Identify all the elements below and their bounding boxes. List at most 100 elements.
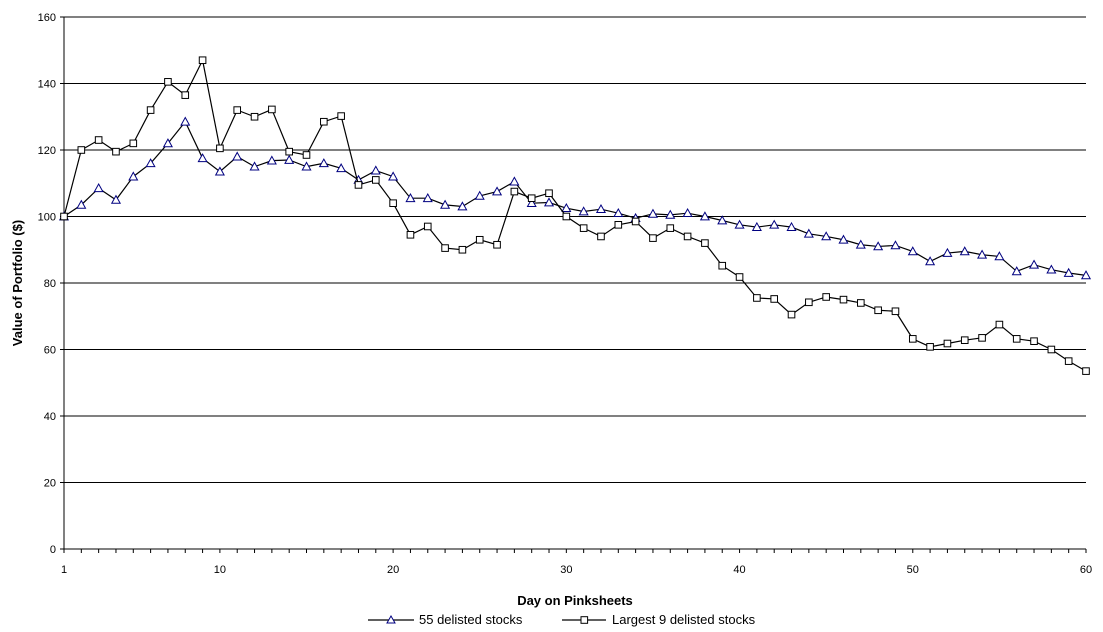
tick-labels: 0 20 40 60 80 100 120 140 160 1 10 20 30 40 50 60 bbox=[38, 12, 1092, 576]
data-point-square bbox=[423, 222, 432, 231]
data-point-triangle bbox=[821, 231, 832, 241]
data-point-triangle bbox=[665, 209, 676, 219]
data-point-triangle bbox=[405, 192, 416, 203]
data-point-square bbox=[631, 217, 640, 226]
legend-marker-square bbox=[580, 616, 589, 624]
data-point-square bbox=[527, 194, 536, 203]
data-point-square bbox=[579, 224, 588, 232]
data-point-square bbox=[77, 146, 86, 154]
data-point-triangle bbox=[180, 116, 191, 126]
data-point-square bbox=[1047, 345, 1056, 354]
data-point-triangle bbox=[769, 219, 780, 229]
data-point-triangle bbox=[457, 201, 468, 211]
data-point-square bbox=[510, 187, 519, 196]
data-point-triangle bbox=[682, 207, 693, 218]
data-point-triangle bbox=[838, 234, 849, 244]
y-tick-label: 140 bbox=[38, 79, 56, 91]
y-tick-label: 20 bbox=[44, 478, 56, 490]
data-point-triangle bbox=[249, 161, 260, 171]
data-point-square bbox=[1082, 367, 1090, 375]
data-point-square bbox=[960, 336, 969, 344]
data-point-square bbox=[1064, 357, 1073, 365]
data-point-triangle bbox=[890, 240, 901, 250]
data-point-square bbox=[285, 147, 293, 156]
data-point-square bbox=[926, 343, 934, 351]
data-point-square bbox=[337, 112, 345, 120]
legend-label-series-1: 55 delisted stocks bbox=[419, 612, 523, 627]
legend-marker-triangle bbox=[386, 614, 396, 624]
data-point-triangle bbox=[284, 154, 295, 164]
data-point-triangle bbox=[613, 207, 624, 218]
data-point-square bbox=[250, 112, 259, 121]
data-point-square bbox=[354, 181, 363, 189]
data-point-square bbox=[666, 224, 675, 232]
data-point-square bbox=[995, 320, 1004, 329]
x-tick-label: 1 bbox=[61, 564, 67, 576]
data-point-triangle bbox=[1063, 267, 1074, 277]
data-point-triangle bbox=[907, 246, 918, 256]
data-point-square bbox=[371, 176, 380, 184]
data-point-triangle bbox=[647, 208, 658, 218]
data-point-square bbox=[978, 334, 986, 342]
data-point-triangle bbox=[1011, 266, 1022, 276]
data-point-square bbox=[181, 91, 190, 99]
data-point-square bbox=[458, 245, 467, 254]
data-point-triangle bbox=[734, 219, 745, 229]
data-point-triangle bbox=[318, 158, 329, 168]
data-point-square bbox=[701, 239, 709, 247]
y-tick-label: 0 bbox=[50, 544, 56, 556]
y-tick-label: 60 bbox=[44, 345, 56, 357]
data-point-triangle bbox=[561, 202, 572, 213]
data-point-triangle bbox=[440, 199, 451, 209]
data-point-triangle bbox=[128, 171, 139, 181]
data-point-triangle bbox=[751, 221, 762, 231]
data-point-square bbox=[770, 295, 779, 303]
data-point-square bbox=[787, 310, 796, 319]
data-point-square bbox=[857, 299, 865, 307]
data-point-triangle bbox=[214, 166, 225, 176]
data-point-square bbox=[146, 106, 155, 114]
series-layer bbox=[58, 56, 1092, 375]
data-point-triangle bbox=[786, 221, 797, 231]
legend: 55 delisted stocks Largest 9 delisted st… bbox=[368, 612, 756, 627]
x-tick-label: 30 bbox=[560, 564, 572, 576]
data-point-square bbox=[649, 234, 657, 242]
data-point-square bbox=[94, 136, 103, 144]
x-axis-title: Day on Pinksheets bbox=[517, 593, 633, 608]
data-point-square bbox=[268, 105, 276, 114]
data-point-triangle bbox=[301, 161, 312, 171]
series-line bbox=[63, 58, 1087, 372]
data-point-triangle bbox=[595, 203, 607, 214]
data-point-triangle bbox=[388, 171, 399, 181]
legend-label-series-2: Largest 9 delisted stocks bbox=[612, 612, 756, 627]
data-point-square bbox=[735, 273, 744, 281]
data-point-triangle bbox=[197, 153, 208, 163]
data-point-triangle bbox=[1046, 264, 1057, 274]
data-point-triangle bbox=[474, 190, 485, 200]
data-point-square bbox=[112, 147, 120, 156]
gridlines bbox=[64, 16, 1086, 483]
data-point-triangle bbox=[543, 197, 555, 207]
data-point-triangle bbox=[162, 138, 173, 148]
x-tick-label: 60 bbox=[1080, 564, 1092, 576]
y-tick-label: 80 bbox=[44, 278, 56, 290]
y-axis-title: Value of Portfolio ($) bbox=[10, 220, 25, 346]
data-point-triangle bbox=[110, 194, 122, 204]
data-point-square bbox=[1030, 337, 1038, 345]
x-tick-label: 10 bbox=[214, 564, 226, 576]
data-point-triangle bbox=[509, 176, 520, 186]
data-point-square bbox=[822, 293, 830, 301]
series-2 bbox=[60, 56, 1090, 375]
data-point-square bbox=[60, 212, 68, 221]
data-point-triangle bbox=[422, 192, 433, 203]
data-point-square bbox=[320, 117, 328, 126]
data-point-square bbox=[475, 235, 484, 244]
data-point-triangle bbox=[526, 197, 537, 208]
x-tick-label: 50 bbox=[907, 564, 919, 576]
data-point-square bbox=[164, 78, 172, 86]
data-point-triangle bbox=[93, 183, 104, 193]
data-point-triangle bbox=[370, 165, 381, 175]
data-point-square bbox=[545, 189, 553, 198]
data-point-triangle bbox=[977, 249, 988, 259]
